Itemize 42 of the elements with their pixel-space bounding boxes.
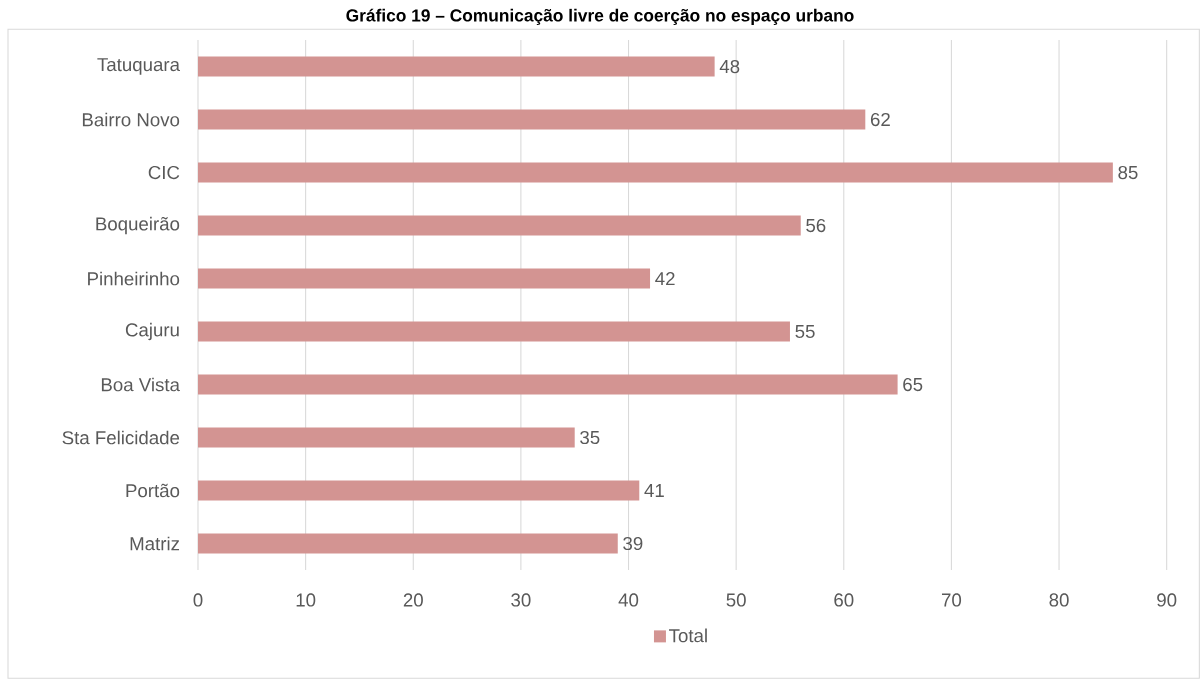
bar xyxy=(198,321,790,342)
x-tick-label: 0 xyxy=(193,593,203,607)
data-label: 48 xyxy=(719,59,740,74)
bar xyxy=(198,374,898,395)
x-tick-label: 60 xyxy=(834,593,854,607)
y-tick-label: Pinheirinho xyxy=(88,271,180,286)
y-tick-label: Sta Felicidade xyxy=(62,430,180,445)
data-label: 56 xyxy=(806,218,826,233)
bar xyxy=(198,268,651,289)
x-tick-label: 50 xyxy=(726,593,746,607)
y-tick-label: Boa Vista xyxy=(101,377,180,392)
y-tick-label: Tatuquara xyxy=(97,58,180,75)
chart-title: Gráfico 19 – Comunicação livre de coerção no espaço urbano xyxy=(346,8,854,26)
y-tick-label: CIC xyxy=(148,165,180,180)
y-tick-label: Boqueirão xyxy=(96,216,180,235)
bar xyxy=(198,533,618,554)
bar xyxy=(198,109,866,130)
y-tick-label: Portão xyxy=(126,483,180,498)
x-tick-label: 10 xyxy=(296,593,316,607)
x-tick-label: 30 xyxy=(511,593,531,607)
y-tick-label: Matriz xyxy=(130,536,180,551)
data-label: 41 xyxy=(644,484,664,497)
bar xyxy=(198,162,1113,183)
data-label: 85 xyxy=(1118,165,1138,180)
bar xyxy=(198,480,640,501)
y-tick-label: Bairro Novo xyxy=(82,112,180,127)
y-tick-label: Cajuru xyxy=(125,322,179,341)
bar xyxy=(198,427,575,448)
data-label: 65 xyxy=(903,377,923,392)
x-tick-label: 20 xyxy=(403,593,423,607)
data-label: 39 xyxy=(623,536,643,551)
x-tick-label: 90 xyxy=(1157,593,1177,607)
x-tick-label: 80 xyxy=(1049,593,1069,607)
bar xyxy=(198,56,715,77)
data-label: 42 xyxy=(655,271,675,286)
legend-label: Total xyxy=(669,628,707,643)
bar xyxy=(198,215,801,236)
x-tick-label: 40 xyxy=(618,593,639,607)
data-label: 35 xyxy=(580,430,600,445)
data-label: 62 xyxy=(870,112,890,127)
data-label: 55 xyxy=(795,325,815,339)
x-tick-label: 70 xyxy=(941,593,962,607)
